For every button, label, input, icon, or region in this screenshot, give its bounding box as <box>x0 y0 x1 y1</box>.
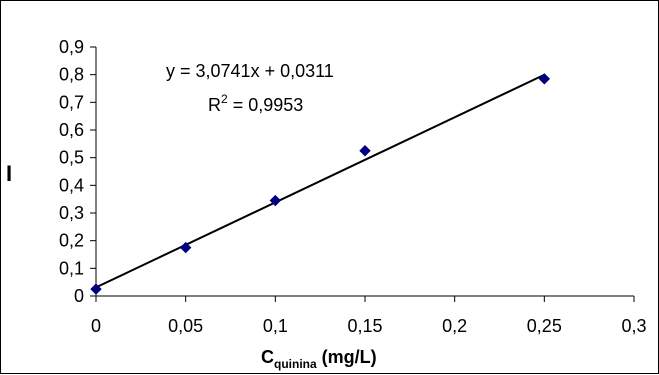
tick-labels: 0 0,1 0,2 0,3 0,4 0,5 0,6 0,7 0,8 0,9 0 0,05 0,1 0,15… <box>59 37 647 336</box>
y-tick-label: 0,4 <box>59 175 84 195</box>
r2-superscript: 2 <box>221 92 228 106</box>
axes <box>95 47 634 297</box>
x-tick-label: 0,1 <box>263 316 288 336</box>
x-axis-title-subscript: quinina <box>274 357 317 371</box>
trendline-r-squared: R2 = 0,9953 <box>208 92 303 115</box>
trendline-equation: y = 3,0741x + 0,0311 <box>166 61 334 81</box>
trendline <box>95 73 545 289</box>
y-tick-label: 0 <box>74 286 84 306</box>
x-tick-label: 0,2 <box>442 316 467 336</box>
r2-symbol: R <box>208 95 221 115</box>
data-point <box>90 283 102 295</box>
y-tick-label: 0,7 <box>59 92 84 112</box>
x-tick-label: 0 <box>91 316 101 336</box>
y-axis-title: I <box>6 161 12 186</box>
y-tick-label: 0,5 <box>59 148 84 168</box>
data-point <box>359 145 371 157</box>
y-tick-label: 0,1 <box>59 258 84 278</box>
y-tick-label: 0,3 <box>59 203 84 223</box>
x-tick-label: 0,15 <box>347 316 382 336</box>
r2-value: = 0,9953 <box>228 95 304 115</box>
data-point <box>269 194 282 207</box>
x-tick-label: 0,25 <box>527 316 562 336</box>
x-tick-label: 0,3 <box>621 316 646 336</box>
x-axis-title-unit: (mg/L) <box>317 347 377 367</box>
x-axis-title: Cquinina (mg/L) <box>261 347 377 371</box>
x-tick-label: 0,05 <box>168 316 203 336</box>
x-axis-title-main: C <box>261 347 274 367</box>
y-tick-label: 0,2 <box>59 231 84 251</box>
data-point <box>179 241 192 254</box>
y-tick-label: 0,6 <box>59 120 84 140</box>
data-point <box>538 73 551 85</box>
y-tick-label: 0,9 <box>59 37 84 57</box>
y-tick-label: 0,8 <box>59 65 84 85</box>
data-points <box>90 73 551 295</box>
tick-marks <box>90 46 635 302</box>
